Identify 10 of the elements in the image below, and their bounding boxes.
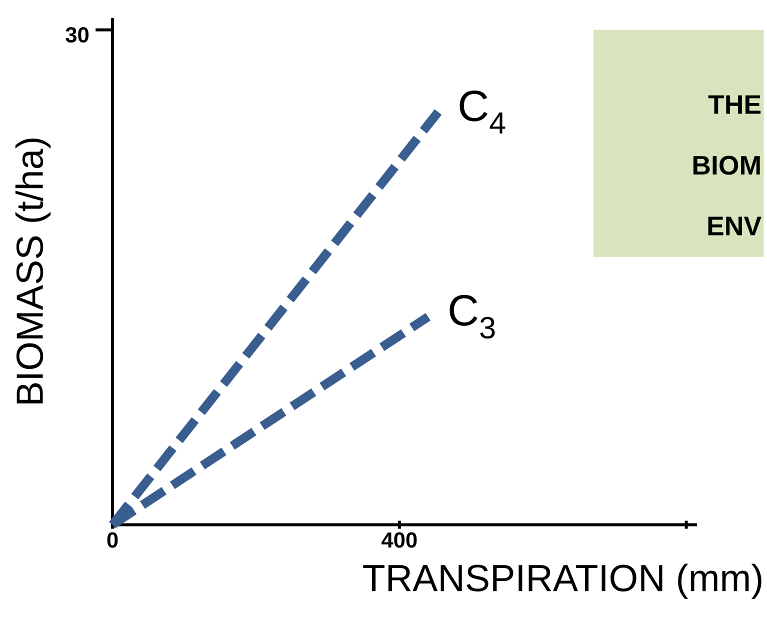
annotation: BIOM (693, 156, 760, 175)
text: ENV (708, 216, 762, 236)
x-tick-label: 400 (382, 532, 417, 548)
series-label: C$_{4}$ (460, 90, 506, 134)
x-tick-label: 0 (107, 532, 118, 548)
y-axis-title: BIOMASS (t/ha) (15, 138, 51, 404)
text: 30 (66, 26, 89, 42)
series-label: C$_{3}$ (450, 294, 495, 338)
x-axis-title: TRANSPIRATION (mm) (363, 564, 762, 599)
text: THE (708, 95, 761, 114)
